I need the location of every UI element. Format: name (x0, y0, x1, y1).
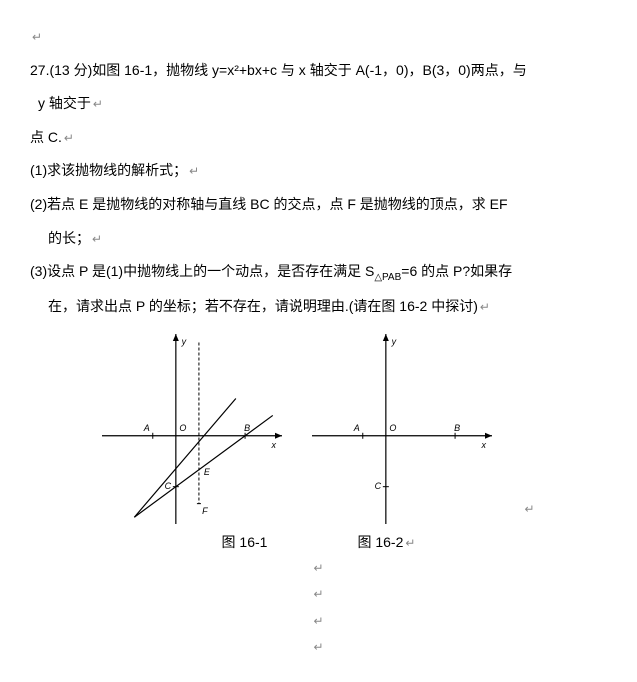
problem-line2: 点 C.↵ (30, 121, 607, 155)
figures-row: A O Bx y C E F A O Bx y C ↵ (30, 334, 607, 524)
captions-row: 图 16-1 图 16-2↵ (30, 530, 607, 555)
text-pre: (3)设点 P 是(1)中抛物线上的一个动点，是否存在满足 S (30, 263, 374, 279)
return-mark: ↵ (524, 495, 534, 524)
text: 在，请求出点 P 的坐标；若不存在，请说明理由.(请在图 16-2 中探讨) (48, 298, 478, 314)
problem-line1: 27.(13 分)如图 16-1，抛物线 y=x²+bx+c 与 x 轴交于 A… (30, 54, 607, 88)
svg-text:x: x (481, 440, 487, 450)
svg-text:C: C (375, 481, 382, 491)
problem-line1b: y 轴交于↵ (30, 87, 607, 121)
return-mark: ↵ (405, 536, 415, 550)
svg-text:A: A (353, 423, 360, 433)
text: y 轴交于 (38, 95, 91, 111)
text: 的长； (48, 230, 90, 246)
figure-2: A O Bx y C (312, 334, 492, 524)
return-mark: ↵ (32, 30, 42, 44)
svg-text:B: B (245, 423, 251, 433)
q1: (1)求该抛物线的解析式；↵ (30, 154, 607, 188)
parabola-figure-2: A O Bx y C (312, 334, 492, 524)
svg-text:B: B (455, 423, 461, 433)
svg-text:C: C (165, 481, 172, 491)
svg-text:A: A (143, 423, 150, 433)
return-mark: ↵ (64, 131, 74, 145)
svg-text:F: F (203, 506, 209, 516)
trailing-returns: ↵↵↵↵ (30, 555, 607, 661)
text: (2)若点 E 是抛物线的对称轴与直线 BC 的交点，点 F 是抛物线的顶点，求… (30, 196, 508, 212)
text: 27.(13 分)如图 16-1，抛物线 y=x²+bx+c 与 x 轴交于 A… (30, 62, 527, 78)
parabola-figure-1: A O Bx y C E F (102, 334, 282, 524)
return-mark: ↵ (93, 97, 103, 111)
text-post: =6 的点 P?如果存 (401, 263, 512, 279)
q2a: (2)若点 E 是抛物线的对称轴与直线 BC 的交点，点 F 是抛物线的顶点，求… (30, 188, 607, 222)
subscript: △PAB (374, 272, 401, 283)
top-return: ↵ (30, 20, 607, 54)
figure-1: A O Bx y C E F (102, 334, 282, 524)
return-mark: ↵ (92, 232, 102, 246)
q3a: (3)设点 P 是(1)中抛物线上的一个动点，是否存在满足 S△PAB=6 的点… (30, 255, 607, 290)
q3b: 在，请求出点 P 的坐标；若不存在，请说明理由.(请在图 16-2 中探讨)↵ (30, 290, 607, 324)
svg-text:E: E (204, 467, 211, 477)
return-mark: ↵ (189, 164, 199, 178)
return-mark: ↵ (480, 300, 490, 314)
svg-text:O: O (390, 423, 397, 433)
q2b: 的长；↵ (30, 222, 607, 256)
text: (1)求该抛物线的解析式； (30, 162, 187, 178)
figure-2-caption: 图 16-2↵ (357, 530, 415, 555)
svg-text:O: O (180, 423, 187, 433)
svg-text:y: y (181, 336, 187, 346)
svg-text:y: y (391, 336, 397, 346)
svg-text:x: x (271, 440, 277, 450)
text: 点 C. (30, 129, 62, 145)
figure-1-caption: 图 16-1 (222, 530, 268, 555)
